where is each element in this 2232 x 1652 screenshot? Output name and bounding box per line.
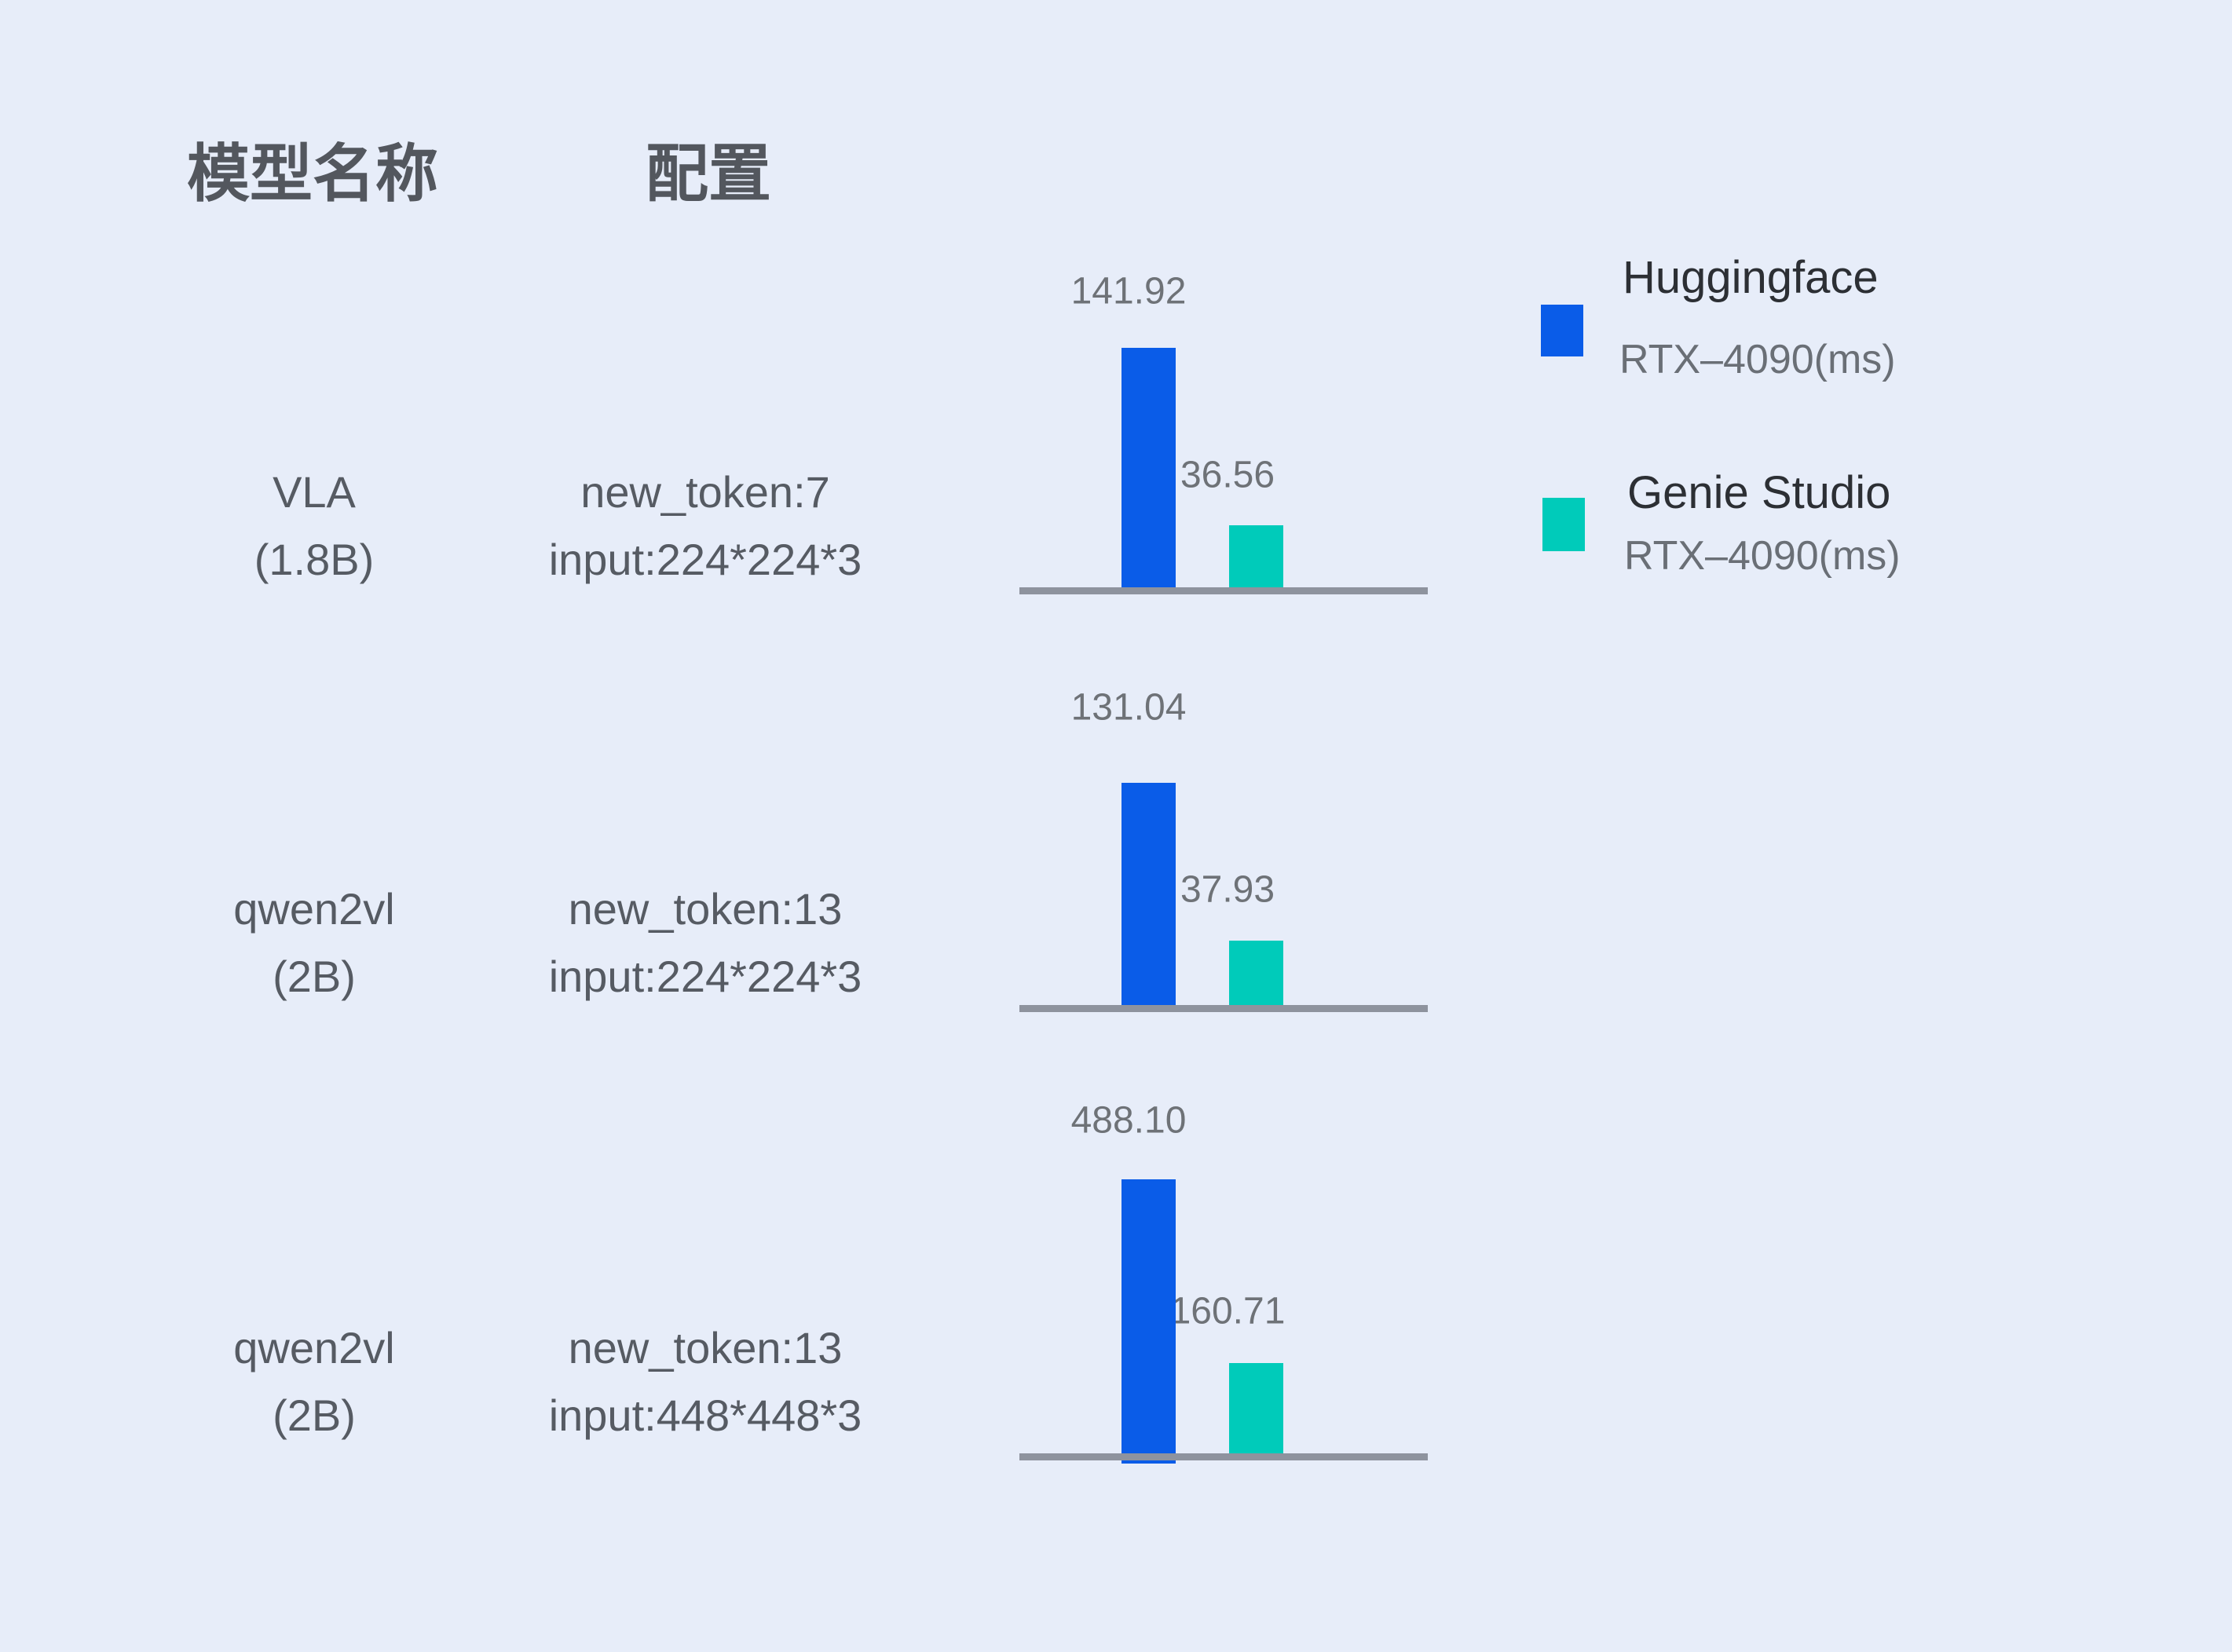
chart-baseline [1019,587,1428,594]
config-cell: new_token:13 input:448*448*3 [549,1314,862,1449]
model-name-cell: VLA (1.8B) [254,459,375,594]
huggingface-bar [1121,1179,1176,1464]
model-name: VLA [273,467,356,517]
huggingface-value-label: 131.04 [1070,686,1187,729]
config-input-size: input:448*448*3 [548,1391,862,1440]
genie-studio-value-label: 37.93 [1180,868,1275,911]
genie-studio-bar [1229,941,1283,1007]
genie-studio-legend-swatch [1542,498,1585,551]
config-input-size: input:224*224*3 [548,535,862,584]
huggingface-legend-swatch [1541,305,1583,356]
model-name: qwen2vl [233,884,395,934]
column-header-config: 配置 [646,139,771,209]
genie-studio-legend-title: Genie Studio [1627,467,1891,518]
model-size: (2B) [273,1391,356,1440]
huggingface-legend-title: Huggingface [1623,252,1879,303]
huggingface-legend-subtitle: RTX–4090(ms) [1619,337,1896,382]
genie-studio-value-label: 36.56 [1180,454,1275,496]
chart-baseline [1019,1453,1428,1460]
genie-studio-value-label: 160.71 [1169,1290,1286,1332]
chart-baseline [1019,1005,1428,1012]
genie-studio-legend-subtitle: RTX–4090(ms) [1624,533,1901,579]
model-name-cell: qwen2vl (2B) [233,1314,394,1449]
config-new-token: new_token:13 [568,884,843,934]
config-new-token: new_token:7 [580,467,830,517]
column-header-model-name: 模型名称 [187,139,438,209]
genie-studio-bar [1229,525,1283,589]
model-size: (1.8B) [254,535,375,584]
model-size: (2B) [273,952,356,1001]
huggingface-value-label: 141.92 [1070,270,1187,312]
huggingface-value-label: 488.10 [1070,1099,1187,1142]
config-cell: new_token:13 input:224*224*3 [549,875,862,1011]
config-input-size: input:224*224*3 [548,952,862,1001]
model-name: qwen2vl [233,1323,395,1372]
genie-studio-bar [1229,1363,1283,1455]
model-name-cell: qwen2vl (2B) [233,875,394,1011]
config-cell: new_token:7 input:224*224*3 [549,459,862,594]
huggingface-bar [1121,348,1176,589]
config-new-token: new_token:13 [568,1323,843,1372]
huggingface-bar [1121,783,1176,1007]
